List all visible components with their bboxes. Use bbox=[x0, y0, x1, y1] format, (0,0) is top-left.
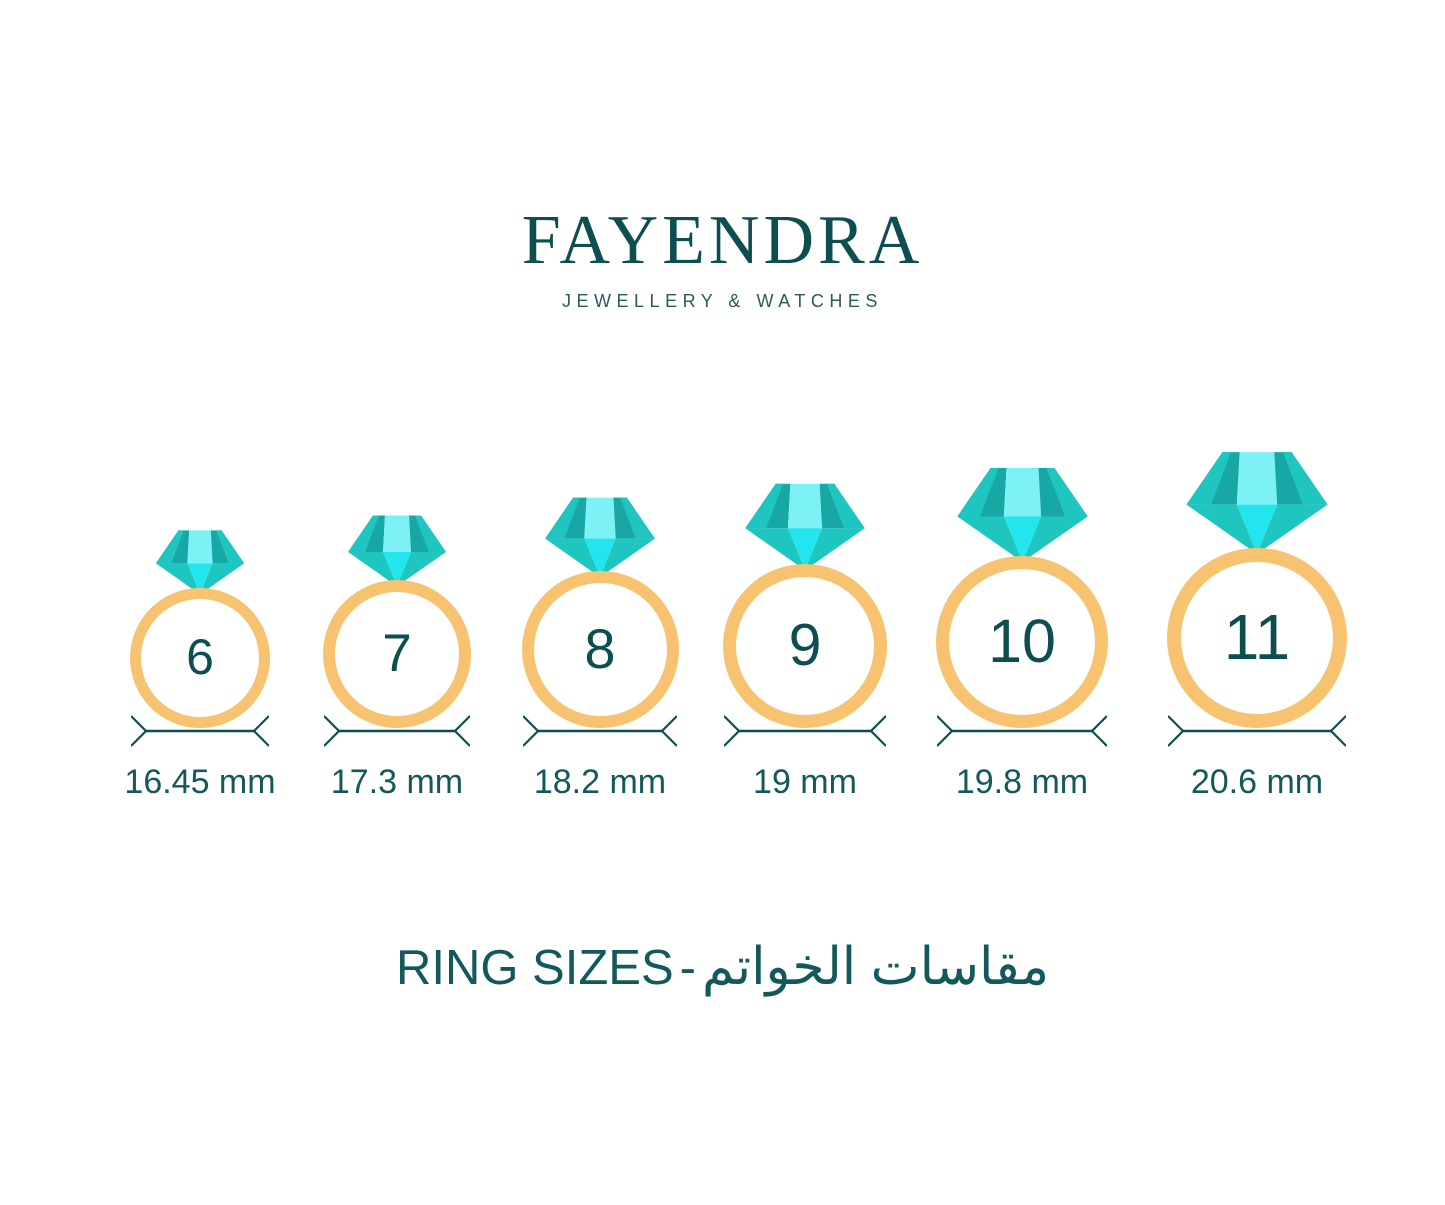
ring-diameter-label: 18.2 mm bbox=[533, 763, 667, 801]
ring-diameter-label: 19.8 mm bbox=[955, 763, 1089, 801]
brand-logo: FAYENDRA JEWELLERY & WATCHES bbox=[0, 202, 1445, 311]
ring-band: 11 bbox=[1167, 548, 1347, 728]
dimension-line bbox=[523, 715, 677, 747]
ring-band: 10 bbox=[936, 556, 1108, 728]
ring-dimension-9: 19 mm bbox=[685, 714, 925, 799]
caption-separator: - bbox=[679, 941, 696, 995]
ring-band: 7 bbox=[323, 580, 471, 728]
ring-dimension-7: 17.3 mm bbox=[277, 714, 517, 799]
ring-diameter-label: 19 mm bbox=[753, 763, 857, 801]
ring-size-11: 11 bbox=[1147, 450, 1367, 728]
ring-size-label: 11 bbox=[1223, 601, 1291, 673]
ring-diameter-label: 16.45 mm bbox=[124, 763, 276, 801]
caption-arabic: مقاسات الخواتم bbox=[701, 938, 1050, 996]
ring-size-label: 9 bbox=[788, 611, 822, 678]
dimension-line bbox=[724, 715, 886, 747]
ring-band: 8 bbox=[521, 571, 679, 728]
chart-caption: RING SIZES - مقاسات الخواتم bbox=[0, 938, 1445, 998]
caption-english: RING SIZES bbox=[395, 941, 674, 995]
dimension-line bbox=[324, 715, 470, 747]
dimension-line bbox=[1168, 715, 1346, 747]
ring-dimension-11: 20.6 mm bbox=[1137, 714, 1377, 799]
ring-dimension-10: 19.8 mm bbox=[902, 714, 1142, 799]
ring-dimensions-row: 16.45 mm 17.3 mm 18.2 mm 19 mm 19.8 mm 2… bbox=[0, 714, 1445, 834]
ring-size-label: 8 bbox=[584, 616, 616, 680]
ring-diameter-label: 17.3 mm bbox=[330, 763, 464, 801]
ring-size-9: 9 bbox=[695, 482, 915, 728]
ring-dimension-8: 18.2 mm bbox=[480, 714, 720, 799]
diamond-icon bbox=[745, 483, 865, 571]
ring-dimension-6: 16.45 mm bbox=[80, 714, 320, 799]
diamond-icon bbox=[348, 515, 446, 587]
ring-diameter-label: 20.6 mm bbox=[1190, 763, 1324, 801]
dimension-line bbox=[131, 715, 269, 747]
ring-size-7: 7 bbox=[287, 514, 507, 728]
diamond-icon bbox=[545, 497, 655, 578]
ring-size-label: 6 bbox=[186, 629, 214, 685]
diamond-icon bbox=[1186, 452, 1328, 554]
ring-size-8: 8 bbox=[490, 496, 710, 728]
diamond-icon bbox=[155, 530, 245, 595]
ring-size-6: 6 bbox=[90, 529, 310, 728]
ring-illustrations-row: 6 7 8 9 10 11 bbox=[0, 448, 1445, 728]
ring-band: 6 bbox=[130, 588, 270, 728]
dimension-line bbox=[937, 715, 1107, 747]
ring-band: 9 bbox=[723, 564, 887, 728]
ring-size-10: 10 bbox=[912, 466, 1132, 728]
ring-size-label: 10 bbox=[988, 606, 1056, 675]
diamond-icon bbox=[956, 467, 1088, 563]
ring-size-label: 7 bbox=[382, 623, 412, 683]
brand-tagline: JEWELLERY & WATCHES bbox=[562, 291, 883, 311]
brand-name: FAYENDRA bbox=[521, 202, 924, 279]
